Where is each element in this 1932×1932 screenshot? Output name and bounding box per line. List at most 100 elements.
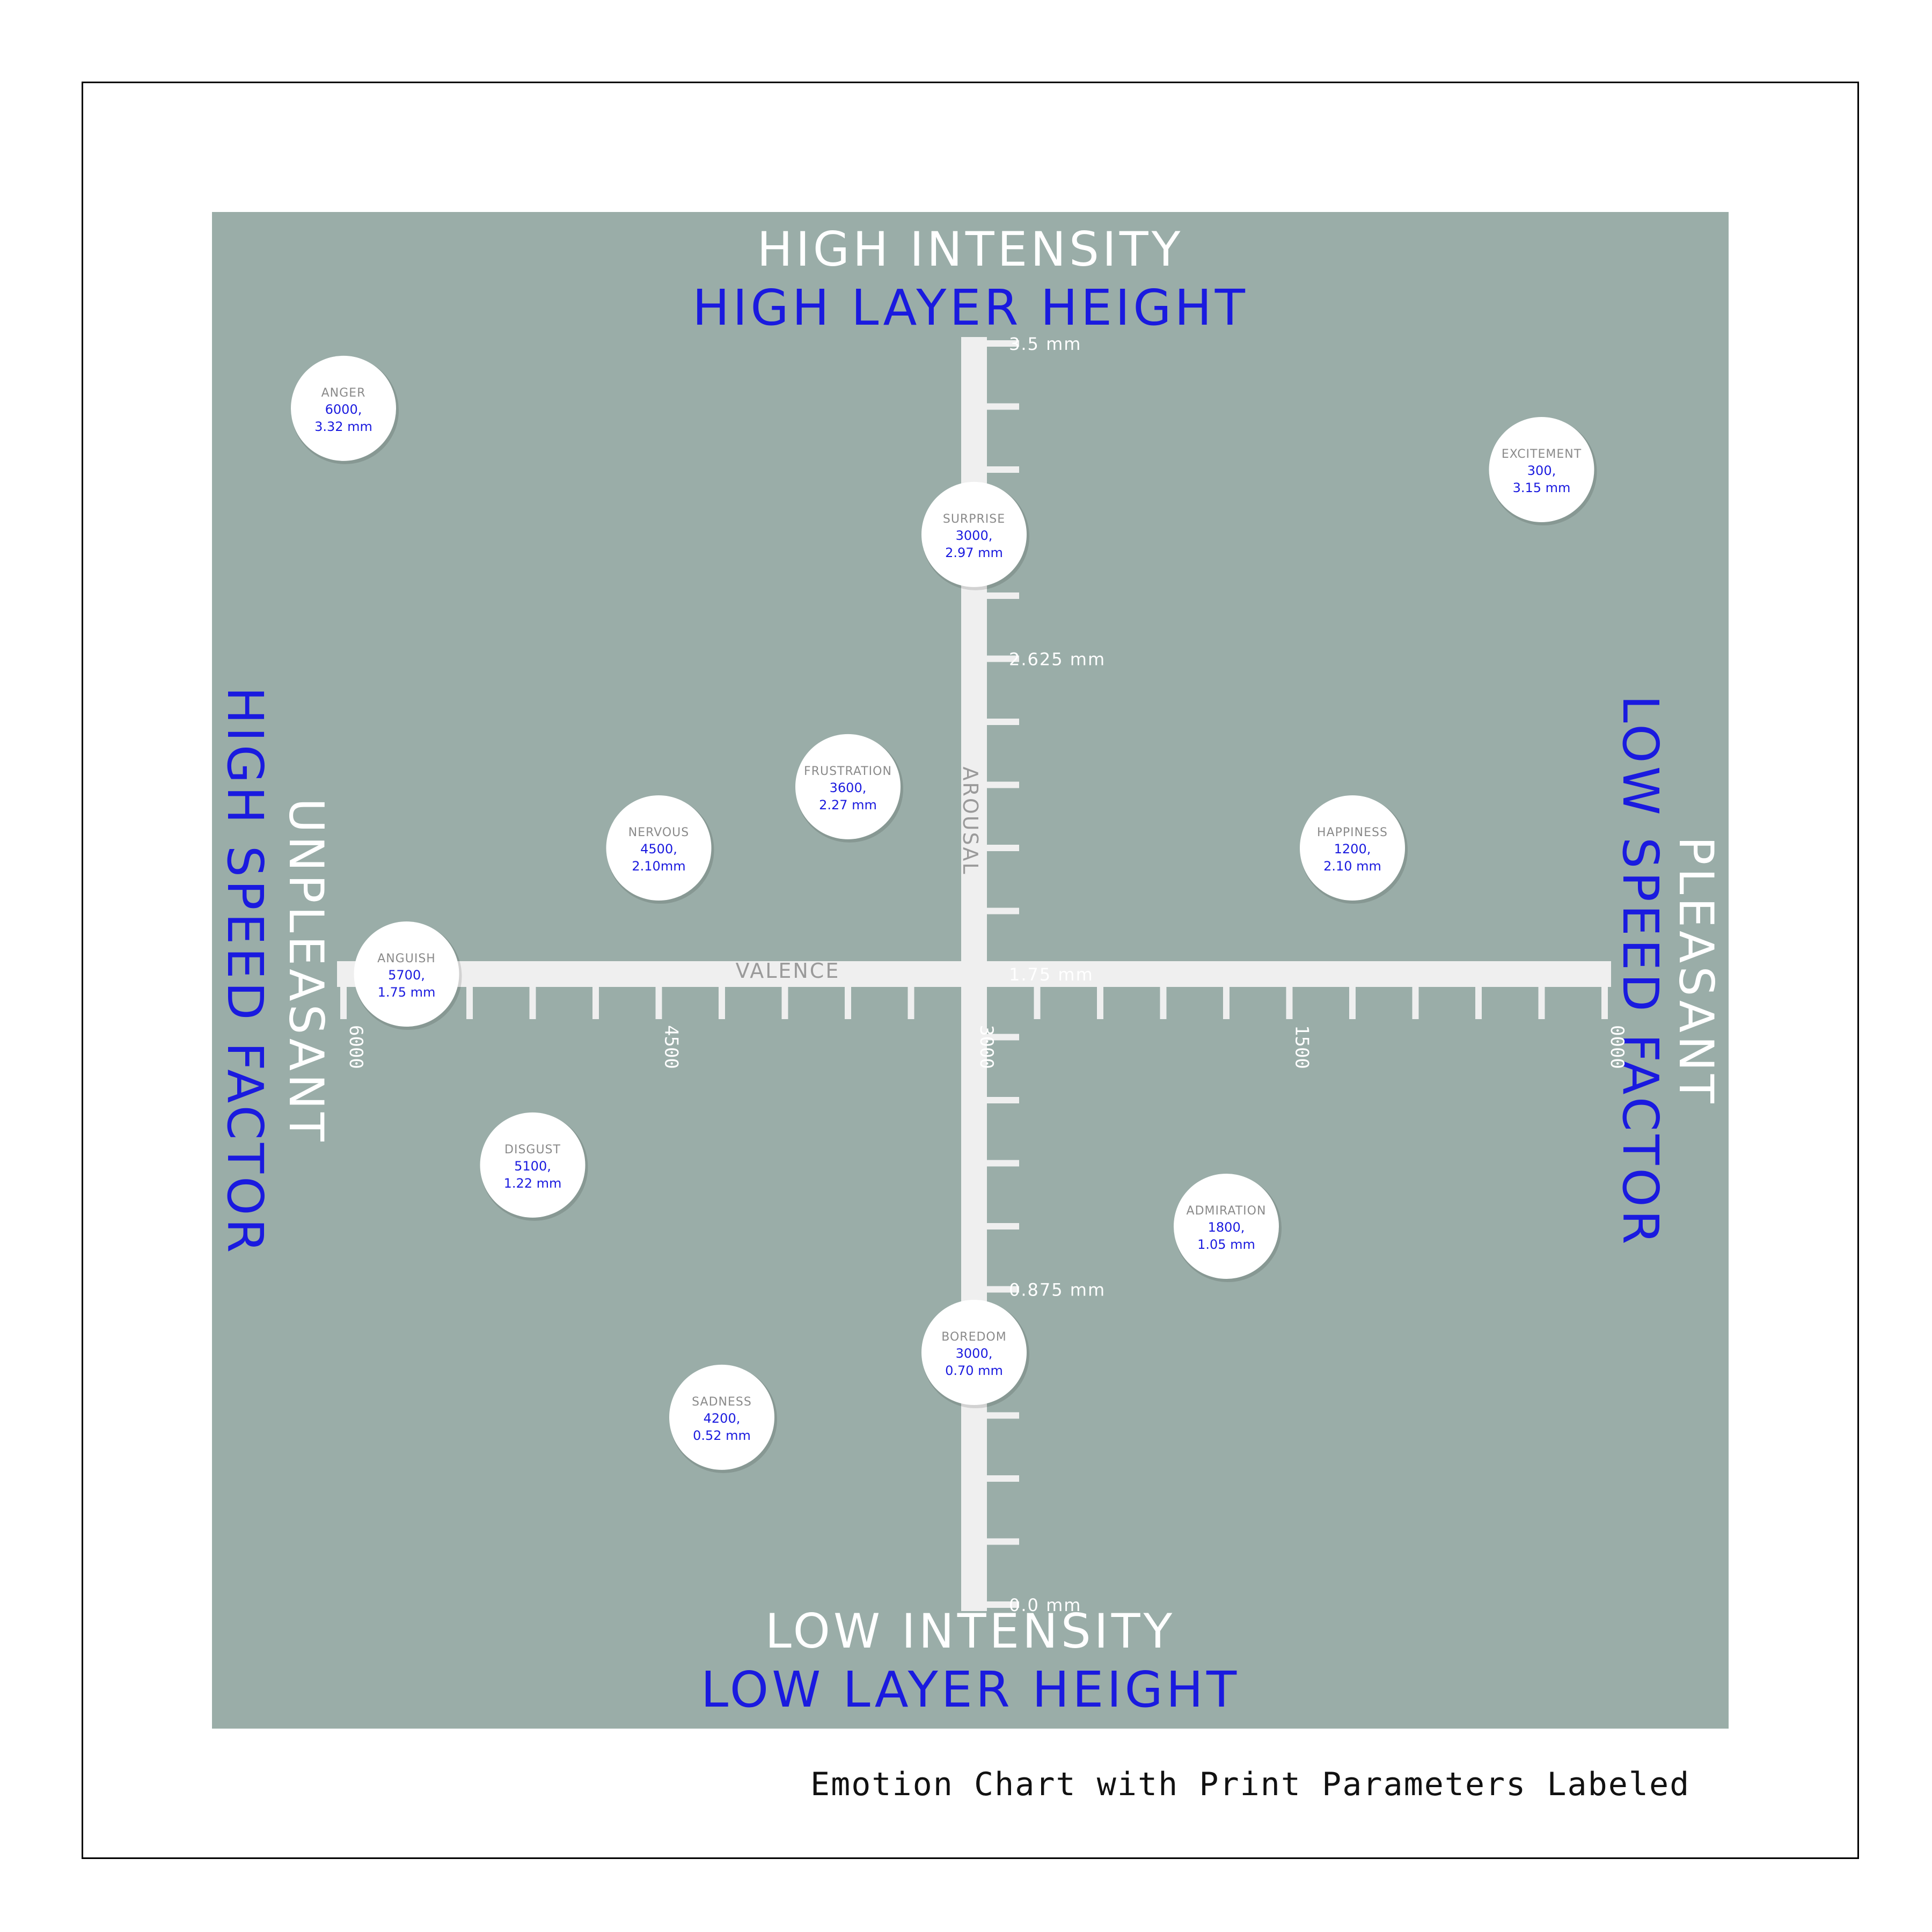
emotion-point-boredom: BOREDOM 3000, 0.70 mm <box>921 1300 1029 1408</box>
bottom-label: LOW INTENSITY <box>765 1604 1175 1659</box>
point-circle <box>921 481 1027 587</box>
x-tick-mark <box>1034 987 1041 1019</box>
y-tick-mark <box>987 655 1019 662</box>
chart-caption: Emotion Chart with Print Parameters Labe… <box>810 1766 1690 1803</box>
x-tick-mark <box>529 987 536 1019</box>
point-circle <box>1174 1174 1279 1279</box>
point-height-label: 2.10mm <box>632 859 685 874</box>
point-height-label: 2.10 mm <box>1323 859 1381 874</box>
x-tick-mark <box>1097 987 1103 1019</box>
x-tick-mark <box>1349 987 1356 1019</box>
y-tick-label: 0.0 mm <box>1009 1595 1081 1615</box>
y-tick-label: 2.625 mm <box>1009 649 1106 670</box>
point-circle <box>1300 795 1405 901</box>
y-tick-mark <box>987 908 1019 914</box>
point-speed-label: 6000, <box>325 402 362 417</box>
x-tick-mark <box>655 987 662 1019</box>
x-tick-mark <box>592 987 599 1019</box>
point-speed-label: 5100, <box>514 1159 551 1174</box>
point-height-label: 0.70 mm <box>945 1363 1003 1378</box>
point-circle <box>795 734 901 839</box>
point-speed-label: 3600, <box>830 780 867 795</box>
point-height-label: 1.22 mm <box>504 1176 562 1191</box>
point-circle <box>669 1364 774 1470</box>
emotion-point-surprise: SURPRISE 3000, 2.97 mm <box>921 481 1029 590</box>
point-circle <box>291 355 396 461</box>
y-tick-mark <box>987 781 1019 788</box>
y-tick-label: 3.5 mm <box>1009 334 1081 354</box>
x-tick-mark <box>1223 987 1230 1019</box>
point-speed-label: 3000, <box>956 1346 993 1361</box>
right-label: PLEASANT <box>1668 836 1724 1106</box>
point-speed-label: 1200, <box>1334 841 1371 857</box>
y-tick-label: 0.875 mm <box>1009 1280 1106 1300</box>
point-name-label: SURPRISE <box>943 513 1005 526</box>
x-tick-label: 0000 <box>1606 1025 1628 1069</box>
point-speed-label: 1800, <box>1208 1220 1245 1235</box>
point-circle <box>921 1300 1027 1405</box>
y-tick-mark <box>987 592 1019 599</box>
y-tick-mark <box>987 1223 1019 1230</box>
y-tick-mark <box>987 1097 1019 1103</box>
emotion-point-admiration: ADMIRATION 1800, 1.05 mm <box>1174 1174 1282 1282</box>
y-tick-mark <box>987 1538 1019 1545</box>
emotion-point-anger: ANGER 6000, 3.32 mm <box>291 355 399 464</box>
y-tick-mark <box>987 340 1019 347</box>
left-param-label: HIGH SPEED FACTOR <box>216 687 274 1256</box>
top-label: HIGH INTENSITY <box>757 222 1184 277</box>
point-circle <box>606 795 712 901</box>
point-name-label: EXCITEMENT <box>1502 448 1582 461</box>
x-axis-title: VALENCE <box>736 959 840 983</box>
x-tick-mark <box>908 987 914 1019</box>
x-tick-mark <box>1160 987 1167 1019</box>
y-tick-mark <box>987 1475 1019 1482</box>
y-tick-mark <box>987 1160 1019 1167</box>
point-height-label: 3.32 mm <box>314 419 372 434</box>
point-name-label: DISGUST <box>504 1143 561 1157</box>
point-speed-label: 4200, <box>704 1411 741 1426</box>
point-speed-label: 4500, <box>640 841 677 857</box>
point-speed-label: 3000, <box>956 528 993 543</box>
tick-labels: 6000 4500 3000 1500 0000 3.5 mm 2.625 mm 1.75 m… <box>345 334 1628 1615</box>
point-height-label: 0.52 mm <box>693 1428 751 1443</box>
x-tick-mark <box>1412 987 1419 1019</box>
y-tick-mark <box>987 1601 1019 1608</box>
point-name-label: ADMIRATION <box>1187 1204 1267 1218</box>
x-tick-mark <box>1286 987 1293 1019</box>
emotion-point-nervous: NERVOUS 4500, 2.10mm <box>606 795 714 904</box>
left-label: UNPLEASANT <box>279 798 334 1144</box>
point-name-label: FRUSTRATION <box>804 765 892 778</box>
y-tick-mark <box>987 1034 1019 1041</box>
point-name-label: ANGUISH <box>377 952 436 965</box>
y-tick-mark <box>987 466 1019 473</box>
point-height-label: 1.05 mm <box>1197 1237 1255 1252</box>
emotion-point-sadness: SADNESS 4200, 0.52 mm <box>669 1364 777 1473</box>
point-height-label: 2.97 mm <box>945 545 1003 560</box>
point-name-label: ANGER <box>321 386 366 400</box>
y-axis-title: AROUSAL <box>958 766 982 875</box>
point-name-label: NERVOUS <box>628 826 690 839</box>
emotion-points: ANGER 6000, 3.32 mm EXCITEMENT 300, 3.15 mm SU… <box>291 355 1597 1473</box>
point-name-label: HAPPINESS <box>1317 826 1388 839</box>
x-tick-mark <box>781 987 788 1019</box>
x-tick-mark <box>1601 987 1608 1019</box>
x-tick-mark <box>466 987 473 1019</box>
x-tick-label: 1500 <box>1291 1025 1313 1069</box>
point-speed-label: 300, <box>1527 463 1556 478</box>
point-name-label: BOREDOM <box>941 1330 1006 1344</box>
point-height-label: 1.75 mm <box>378 985 436 1000</box>
x-tick-label: 3000 <box>976 1025 997 1069</box>
x-tick-mark <box>719 987 725 1019</box>
x-tick-mark <box>1475 987 1482 1019</box>
y-tick-mark <box>987 845 1019 851</box>
emotion-point-frustration: FRUSTRATION 3600, 2.27 mm <box>795 734 903 843</box>
emotion-point-excitement: EXCITEMENT 300, 3.15 mm <box>1489 417 1597 525</box>
emotion-point-disgust: DISGUST 5100, 1.22 mm <box>480 1112 588 1221</box>
right-param-label: LOW SPEED FACTOR <box>1612 695 1669 1247</box>
top-param-label: HIGH LAYER HEIGHT <box>692 279 1248 336</box>
emotion-point-anguish: ANGUISH 5700, 1.75 mm <box>354 921 462 1030</box>
x-tick-label: 6000 <box>345 1025 367 1069</box>
emotion-point-happiness: HAPPINESS 1200, 2.10 mm <box>1300 795 1408 904</box>
point-circle <box>1489 417 1594 522</box>
